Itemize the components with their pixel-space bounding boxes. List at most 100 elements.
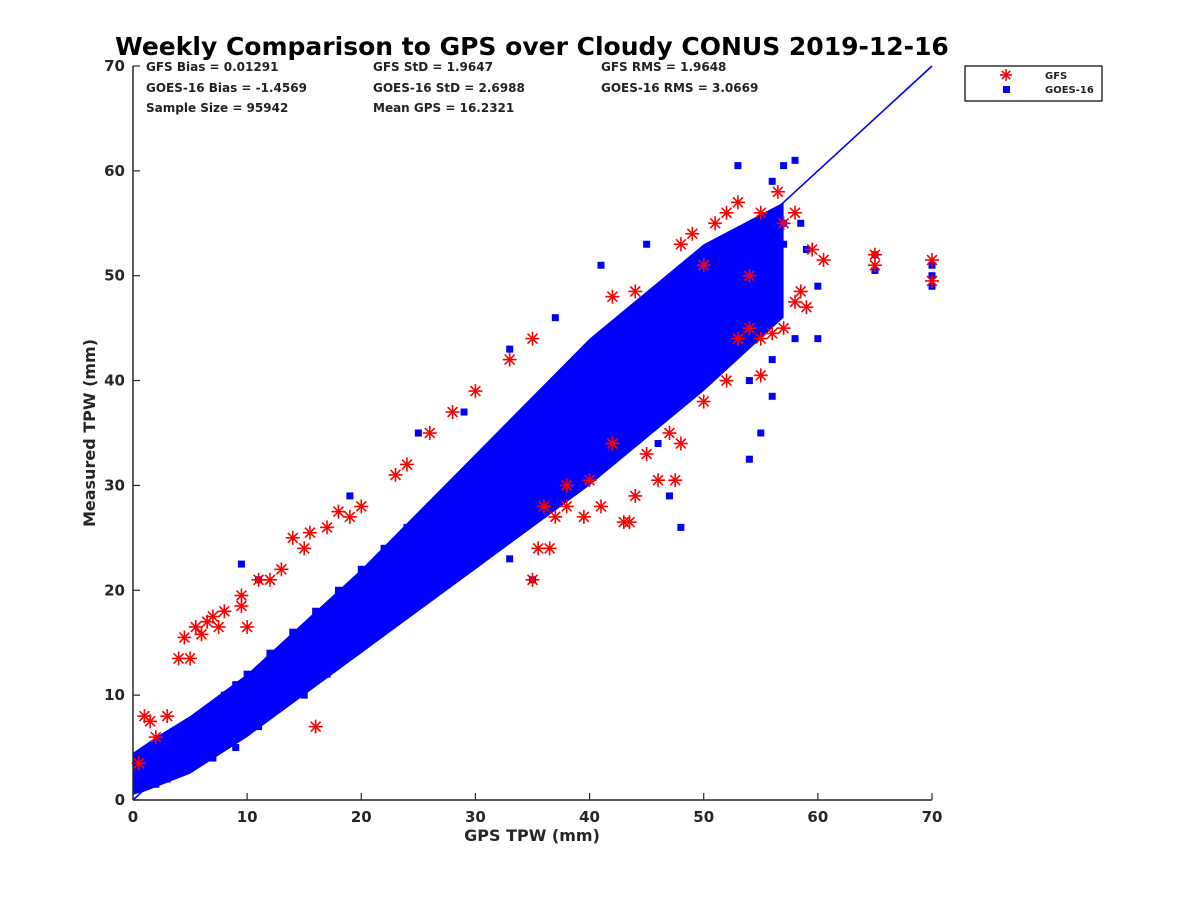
gfs-point <box>205 609 220 624</box>
gfs-point <box>770 184 785 199</box>
gfs-point <box>662 426 677 440</box>
gfs-point <box>354 499 369 514</box>
goes16-point <box>403 523 411 531</box>
gfs-point <box>183 651 198 666</box>
gfs-point <box>605 289 620 304</box>
gfs-point <box>399 457 414 472</box>
goes16-point <box>608 345 616 353</box>
y-tick-label: 0 <box>115 791 125 809</box>
gfs-point <box>719 205 734 220</box>
stat-gfs-rms: GFS RMS = 1.9648 <box>601 60 726 74</box>
goes16-point <box>460 408 468 416</box>
gfs-point <box>468 384 483 399</box>
gfs-point <box>542 541 557 556</box>
goes16-point <box>277 702 285 710</box>
gfs-point <box>194 627 209 642</box>
y-axis-label: Measured TPW (mm) <box>80 339 99 527</box>
goes16-point <box>506 345 514 353</box>
gfs-point <box>708 216 723 231</box>
goes16-point <box>220 691 228 699</box>
gfs-point <box>302 525 317 540</box>
gfs-point <box>753 331 768 346</box>
goes16-point <box>243 670 251 678</box>
x-tick-label: 0 <box>128 808 138 826</box>
gfs-point <box>696 394 711 409</box>
goes16-point <box>723 272 731 280</box>
goes16-point <box>312 607 320 615</box>
gfs-point <box>171 651 186 666</box>
goes16-point <box>768 392 776 400</box>
goes16-point <box>780 162 788 170</box>
goes16-point <box>677 523 685 531</box>
x-tick-label: 10 <box>237 808 258 826</box>
legend-box <box>964 65 1103 102</box>
legend-goes-label: GOES-16 <box>1045 85 1094 96</box>
gfs-point <box>776 321 791 336</box>
goes16-point <box>745 377 753 385</box>
gfs-point <box>651 473 666 488</box>
gfs-point <box>668 473 683 488</box>
stats-annotations: GFS Bias = 0.01291 GFS StD = 1.9647 GFS … <box>146 60 758 115</box>
gfs-point <box>240 619 255 634</box>
y-ticks: 0 10 20 30 40 50 60 70 <box>104 57 140 809</box>
goes16-point <box>654 439 662 447</box>
stat-goes-rms: GOES-16 RMS = 3.0669 <box>601 81 758 95</box>
x-tick-label: 30 <box>465 808 486 826</box>
goes16-point <box>346 492 354 500</box>
gfs-point <box>719 373 734 388</box>
gfs-point <box>531 541 546 556</box>
density-band <box>133 202 784 795</box>
goes16-point <box>483 534 491 542</box>
gfs-point <box>177 630 192 645</box>
gfs-points <box>131 184 939 771</box>
legend-goes-marker <box>1003 86 1010 93</box>
goes16-point <box>734 162 742 170</box>
stat-goes-bias: GOES-16 Bias = -1.4569 <box>146 81 307 95</box>
gfs-point <box>805 242 820 257</box>
goes16-point <box>197 723 205 731</box>
goes16-point <box>780 240 788 248</box>
goes16-point <box>135 780 143 788</box>
y-tick-label: 50 <box>104 267 125 285</box>
y-tick-label: 20 <box>104 581 125 599</box>
goes16-point <box>369 628 377 636</box>
gfs-point <box>628 488 643 503</box>
goes16-point <box>209 702 217 710</box>
gfs-point <box>685 226 700 241</box>
goes16-point <box>677 303 685 311</box>
gfs-point <box>320 520 335 535</box>
stat-gfs-std: GFS StD = 1.9647 <box>373 60 493 74</box>
gfs-point <box>388 467 403 482</box>
goes16-point <box>186 765 194 773</box>
gfs-point <box>788 294 803 309</box>
gfs-point <box>160 709 175 724</box>
x-axis-label: GPS TPW (mm) <box>464 826 600 845</box>
goes16-point <box>414 429 422 437</box>
goes16-point <box>266 649 274 657</box>
goes16-point <box>745 455 753 463</box>
x-tick-label: 40 <box>579 808 600 826</box>
goes16-point <box>437 565 445 573</box>
goes16-point <box>346 649 354 657</box>
gfs-point <box>559 478 574 493</box>
gfs-point <box>730 331 745 346</box>
gfs-point <box>730 195 745 210</box>
goes16-point <box>551 314 559 322</box>
gfs-point <box>639 446 654 461</box>
x-tick-label: 60 <box>807 808 828 826</box>
gfs-point <box>548 509 563 524</box>
gfs-point <box>925 252 939 267</box>
goes16-point <box>768 356 776 364</box>
goes16-point <box>232 681 240 689</box>
gfs-point <box>262 572 277 587</box>
gfs-point <box>342 509 357 524</box>
gfs-point <box>788 205 803 220</box>
gfs-point <box>742 268 757 283</box>
one-to-one-line <box>132 65 933 801</box>
goes16-point <box>540 398 548 406</box>
gfs-point <box>593 499 608 514</box>
goes16-point <box>237 560 245 568</box>
gfs-point <box>742 321 757 336</box>
gfs-point <box>753 368 768 383</box>
